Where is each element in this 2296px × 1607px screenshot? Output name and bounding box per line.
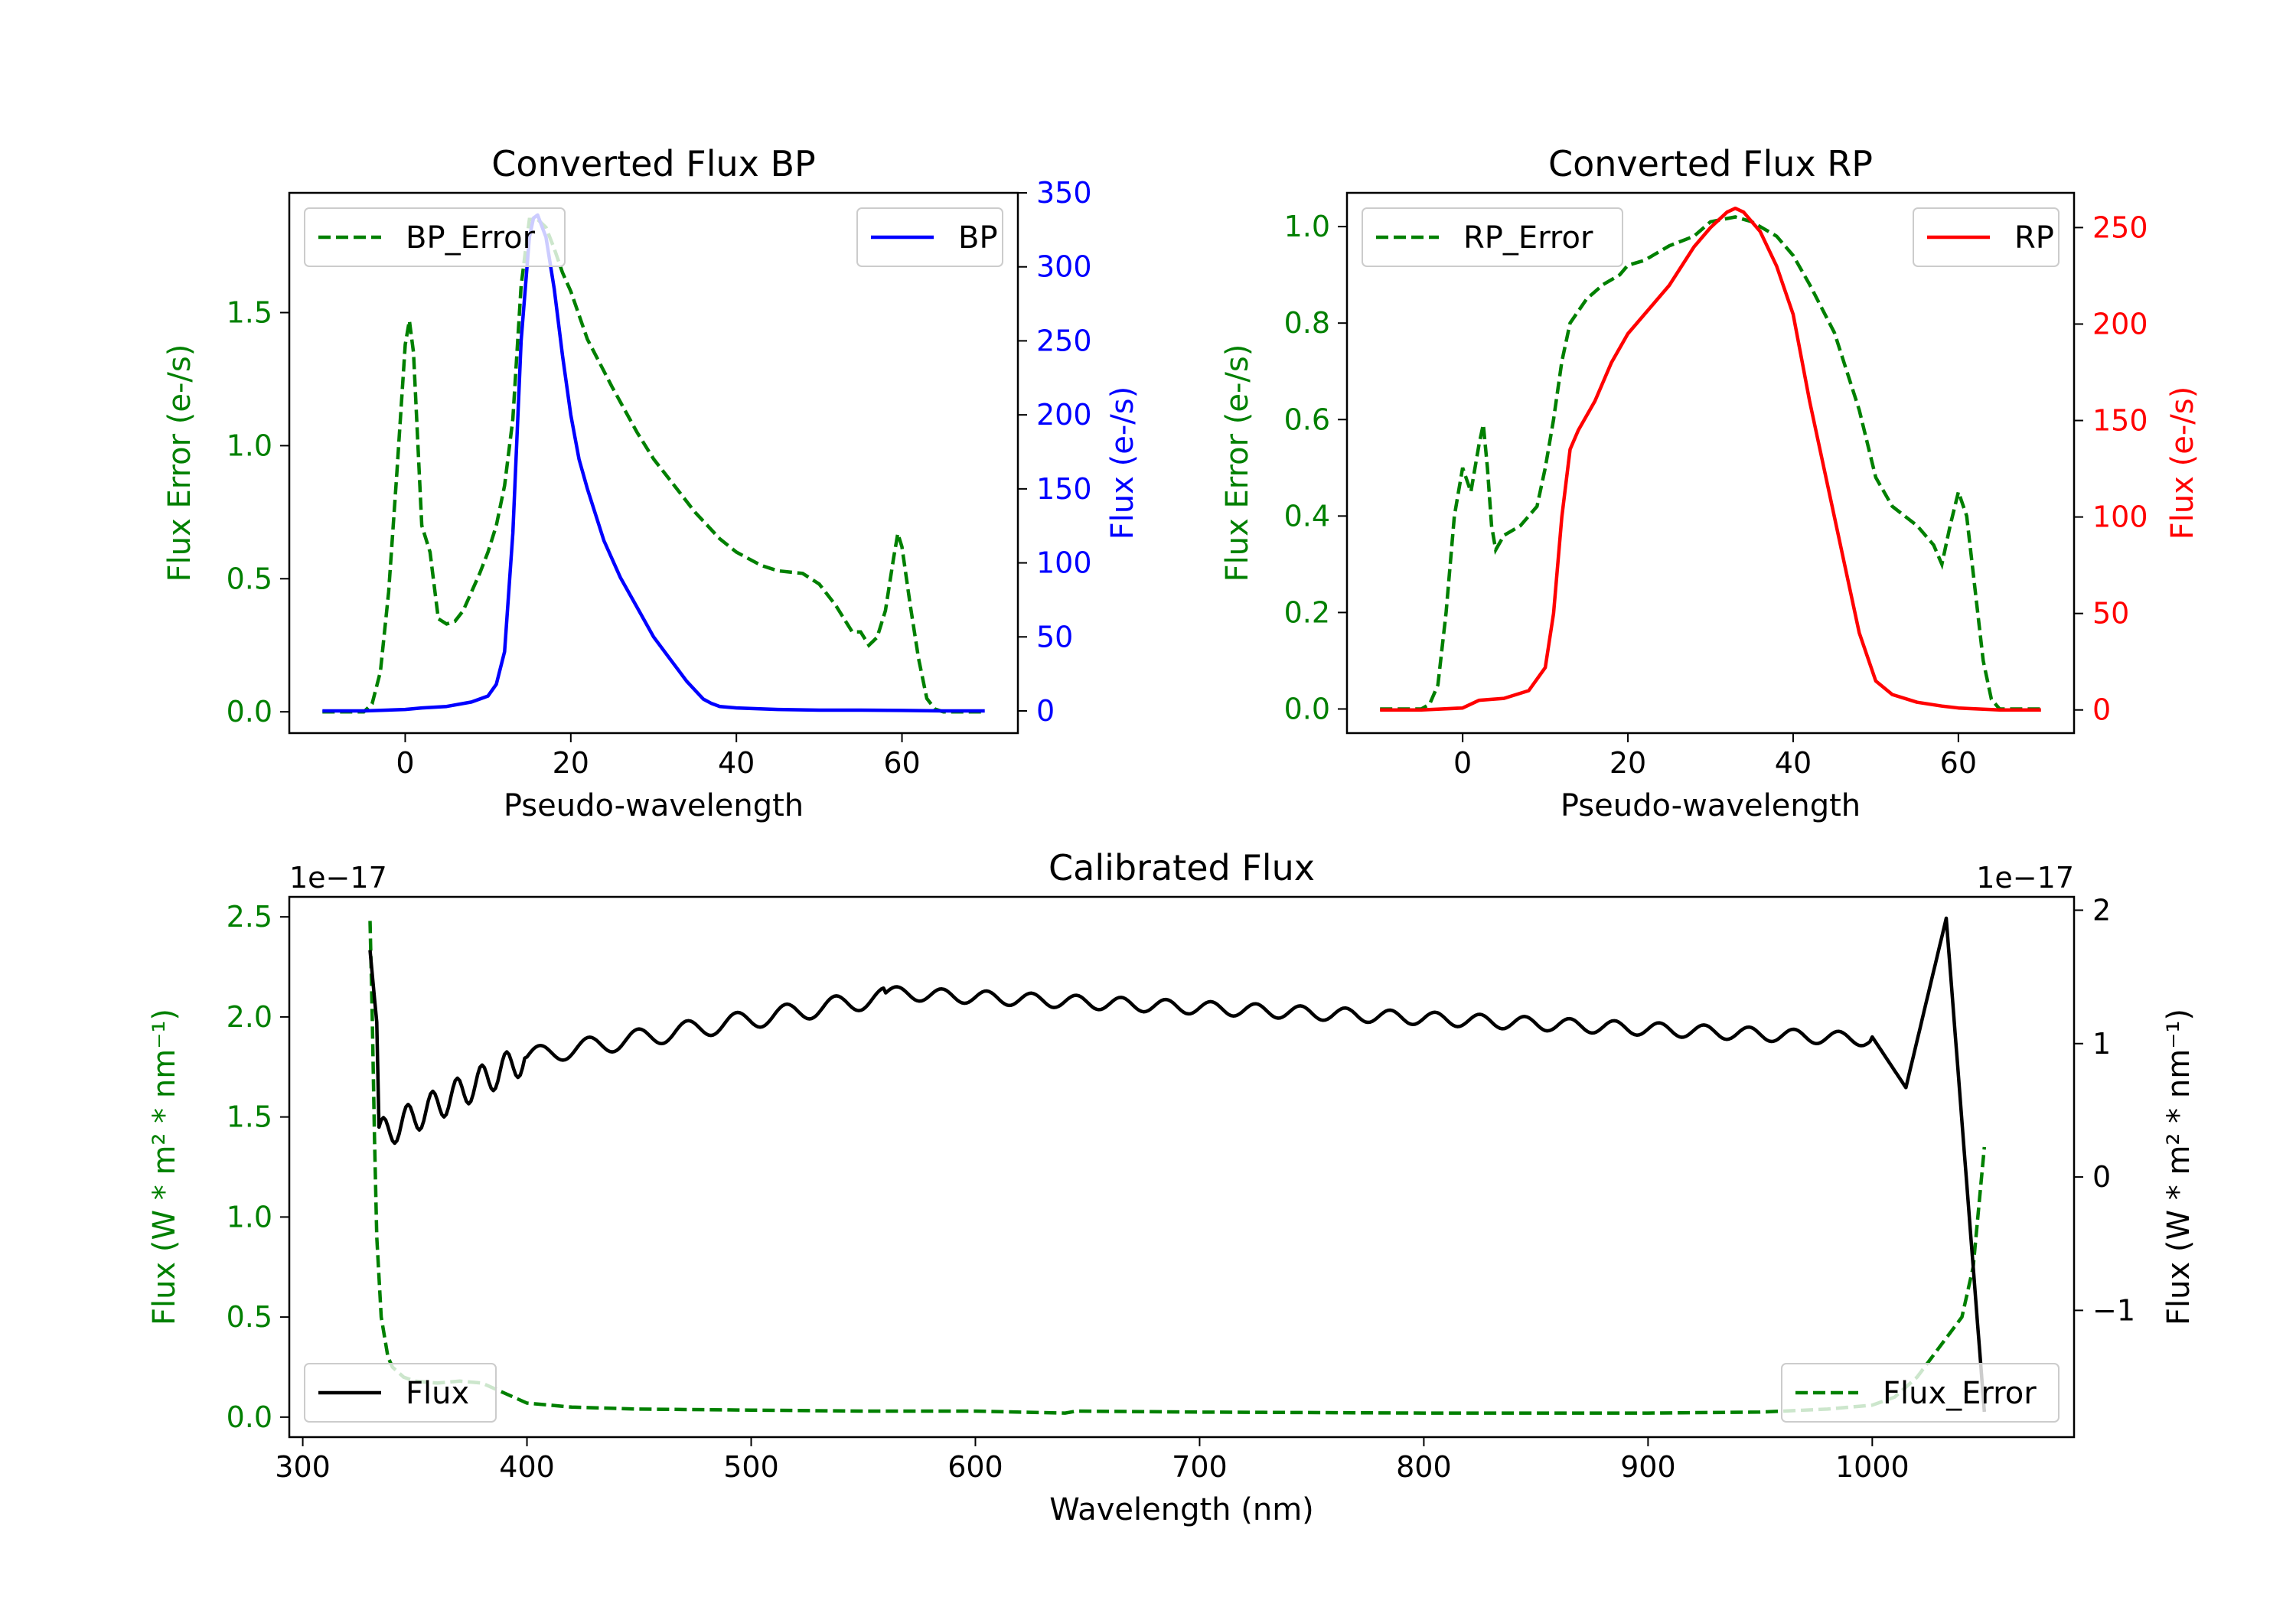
rp-ytick-right-label: 0 — [2092, 693, 2111, 727]
bp-xtick-label: 60 — [883, 746, 920, 780]
cal-xtick-label: 900 — [1620, 1450, 1676, 1484]
cal-xtick-label: 600 — [947, 1450, 1003, 1484]
cal-xlabel: Wavelength (nm) — [1049, 1492, 1314, 1527]
cal-ytick-left-label: 0.0 — [227, 1400, 272, 1434]
rp-ytick-left-label: 0.2 — [1284, 595, 1330, 629]
bp-axes-frame — [288, 191, 1019, 735]
rp-flux-line — [1380, 206, 2041, 712]
cal-ytick-right-label: 1 — [2092, 1027, 2111, 1061]
cal-ytick-left-label: 1.5 — [227, 1100, 272, 1134]
cal-ytick-right-label: −1 — [2092, 1293, 2135, 1327]
rp-xtick-label: 60 — [1940, 746, 1977, 780]
rp-legend-flux-label: RP — [2014, 220, 2054, 256]
rp-ytick-left-label: 0.0 — [1284, 692, 1330, 725]
cal-xtick-label: 300 — [275, 1450, 331, 1484]
rp-ytick-left-label: 1.0 — [1284, 210, 1330, 243]
bp-xtick-label: 40 — [718, 746, 755, 780]
cal-ytick-left-label: 0.5 — [227, 1300, 272, 1334]
rp-ytick-right-label: 200 — [2092, 307, 2148, 341]
bp-legend-error-label: BP_Error — [406, 220, 536, 256]
rp-xtick-label: 0 — [1453, 746, 1472, 780]
rp-legend-error: RP_Error — [1362, 207, 1623, 267]
bp-flux-line — [322, 213, 985, 713]
bp-ytick-right-label: 100 — [1036, 546, 1092, 580]
bp-xlabel: Pseudo-wavelength — [504, 788, 804, 823]
cal-title: Calibrated Flux — [1049, 847, 1315, 888]
bp-legend-error: BP_Error — [304, 207, 566, 267]
rp-xlabel: Pseudo-wavelength — [1561, 788, 1861, 823]
bp-ytick-right-label: 0 — [1036, 694, 1055, 728]
rp-xtick-label: 40 — [1775, 746, 1812, 780]
bp-ytick-left-label: 0.5 — [227, 562, 272, 595]
cal-legend-flux-box — [304, 1363, 497, 1423]
cal-ytick-left-label: 1.0 — [227, 1200, 272, 1234]
rp-title: Converted Flux RP — [1548, 143, 1873, 184]
bp-ytick-left-label: 1.0 — [227, 429, 272, 462]
rp-axes-frame — [1345, 191, 2076, 735]
calibrated-panel: 300 400 500 600 700 800 900 1000 0.0 0.5 1.0 1.5 2.0… — [147, 847, 2197, 1527]
rp-ytick-left-label: 0.6 — [1284, 403, 1330, 436]
cal-flux-line — [368, 916, 1987, 1413]
cal-offset-left: 1e−17 — [289, 861, 387, 895]
bp-ytick-right-label: 200 — [1036, 398, 1092, 432]
bp-ylabel-left: Flux Error (e-/s) — [162, 344, 197, 582]
bp-ytick-right-label: 150 — [1036, 472, 1092, 506]
rp-ylabel-left: Flux Error (e-/s) — [1220, 344, 1255, 582]
cal-legend-error-box — [1781, 1363, 2060, 1423]
cal-ytick-left-label: 2.0 — [227, 1000, 272, 1034]
bp-ytick-left-label: 0.0 — [227, 695, 272, 729]
bp-panel: 0 20 40 60 0.0 0.5 1.0 1.5 0 50 100 150 200 250 300 350… — [162, 143, 1140, 823]
rp-legend-flux: RP — [1913, 207, 2060, 267]
rp-ytick-left-label: 0.8 — [1284, 306, 1330, 340]
rp-legend-error-box — [1362, 207, 1623, 267]
cal-xtick-label: 400 — [499, 1450, 555, 1484]
cal-offset-right: 1e−17 — [1976, 861, 2074, 895]
bp-ytick-right-label: 300 — [1036, 250, 1092, 284]
cal-legend-error: Flux_Error — [1781, 1363, 2060, 1423]
cal-legend-flux-label: Flux — [406, 1376, 469, 1411]
cal-ytick-left-label: 2.5 — [227, 900, 272, 934]
cal-ytick-right-label: 0 — [2092, 1160, 2111, 1194]
cal-xtick-label: 700 — [1172, 1450, 1228, 1484]
rp-ytick-right-label: 50 — [2092, 597, 2129, 631]
rp-panel: 0 20 40 60 0.0 0.2 0.4 0.6 0.8 1.0 0 50 100 150 200 250… — [1220, 143, 2200, 823]
cal-xtick-label: 800 — [1396, 1450, 1452, 1484]
cal-axes-frame — [288, 895, 2076, 1439]
bp-ylabel-right: Flux (e-/s) — [1105, 386, 1140, 539]
bp-title: Converted Flux BP — [491, 143, 816, 184]
bp-ytick-right-label: 350 — [1036, 176, 1092, 210]
rp-ytick-right-label: 100 — [2092, 500, 2148, 534]
cal-xtick-label: 500 — [723, 1450, 779, 1484]
bp-xtick-label: 20 — [553, 746, 589, 780]
bp-ytick-left-label: 1.5 — [227, 296, 272, 330]
cal-ylabel-right: Flux (W * m² * nm⁻¹) — [2161, 1009, 2197, 1325]
bp-error-line — [322, 217, 985, 714]
cal-ytick-right-label: 2 — [2092, 893, 2111, 927]
rp-ytick-right-label: 250 — [2092, 210, 2148, 244]
cal-ylabel-left: Flux (W * m² * nm⁻¹) — [147, 1009, 182, 1325]
rp-ylabel-right: Flux (e-/s) — [2165, 386, 2200, 539]
bp-legend-flux-label: BP — [958, 220, 998, 256]
rp-ytick-right-label: 150 — [2092, 404, 2148, 438]
cal-legend-flux: Flux — [304, 1363, 497, 1423]
rp-error-line — [1380, 215, 2041, 711]
bp-xtick-label: 0 — [396, 746, 414, 780]
cal-xtick-label: 1000 — [1835, 1450, 1910, 1484]
bp-ytick-right-label: 50 — [1036, 620, 1073, 654]
bp-ytick-right-label: 250 — [1036, 324, 1092, 357]
cal-error-line — [368, 921, 1987, 1415]
rp-ytick-left-label: 0.4 — [1284, 499, 1330, 533]
rp-legend-error-label: RP_Error — [1463, 220, 1593, 256]
bp-legend-flux: BP — [856, 207, 1003, 267]
cal-legend-error-label: Flux_Error — [1883, 1376, 2037, 1411]
bp-legend-error-box — [304, 207, 566, 267]
rp-xtick-label: 20 — [1609, 746, 1646, 780]
